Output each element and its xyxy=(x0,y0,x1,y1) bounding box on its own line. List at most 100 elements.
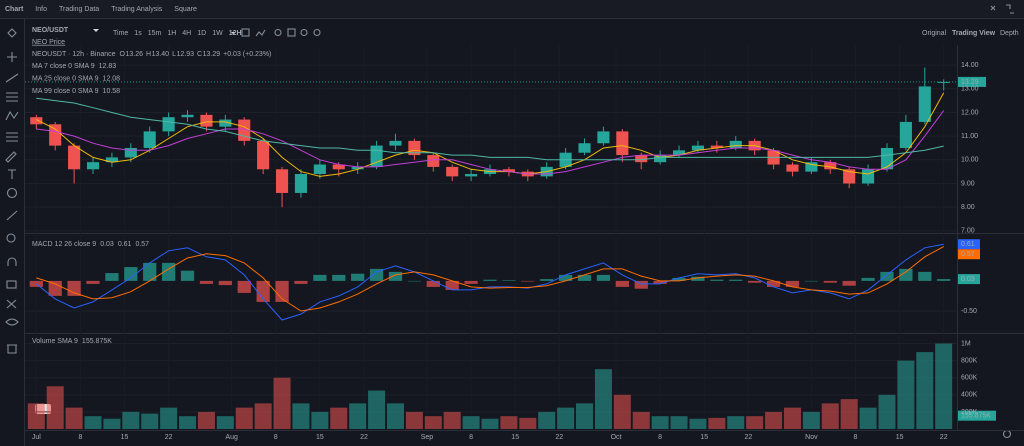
nav-tab[interactable]: Square xyxy=(174,6,197,13)
candle-body xyxy=(124,147,137,158)
candle-body xyxy=(805,162,818,172)
view-option[interactable]: Trading View xyxy=(952,30,996,37)
candle-body xyxy=(313,164,326,175)
x-tick-label: Jul xyxy=(32,434,41,441)
macd-histogram-bar xyxy=(937,279,951,281)
symbol-subtitle[interactable]: NEO Price xyxy=(32,39,65,46)
interval[interactable]: 15m xyxy=(148,30,162,37)
candle-body xyxy=(502,169,515,172)
interval[interactable]: 1s xyxy=(134,30,142,37)
candle-body xyxy=(105,157,118,163)
icon-gear[interactable] xyxy=(313,28,321,37)
volume-bar xyxy=(651,416,669,429)
icon-pattern[interactable] xyxy=(5,110,19,121)
interval[interactable]: 12H xyxy=(229,30,242,37)
nav-tab[interactable]: Trading Analysis xyxy=(111,6,163,13)
volume-bar xyxy=(935,343,953,429)
icon-line[interactable] xyxy=(5,73,19,83)
icon-ruler[interactable] xyxy=(6,210,18,221)
legend-text: 0.61 xyxy=(118,241,132,248)
macd-histogram-bar xyxy=(275,280,289,302)
macd-histogram-bar xyxy=(464,280,478,284)
icon-settings-a[interactable] xyxy=(274,28,282,37)
legend-text: O xyxy=(120,51,126,58)
nav-tab[interactable]: Chart xyxy=(5,6,24,13)
x-tick-label: 22 xyxy=(744,434,752,441)
macd-histogram-bar xyxy=(899,268,913,281)
macd-histogram-bar xyxy=(691,276,705,281)
legend-text: 12.08 xyxy=(103,75,121,82)
icon-channel[interactable] xyxy=(6,92,18,102)
moving-average-line xyxy=(36,110,945,175)
candle-body xyxy=(597,131,610,144)
icon-candle-type[interactable] xyxy=(241,28,250,37)
candle-body xyxy=(30,117,43,125)
legend-text: +0.03 (+0.23%) xyxy=(223,51,271,58)
left-toolbar xyxy=(5,28,19,354)
icon-trash[interactable] xyxy=(7,344,17,354)
icon-brush[interactable] xyxy=(5,151,17,163)
volume-bar xyxy=(859,407,877,429)
candle-body xyxy=(691,145,704,151)
icon-layout[interactable] xyxy=(287,28,296,37)
interval-caret[interactable] xyxy=(231,32,235,34)
macd-histogram-bar xyxy=(445,280,459,290)
volume-bar xyxy=(160,407,178,429)
icon-indicators[interactable] xyxy=(255,29,266,37)
macd-value-box xyxy=(958,239,980,250)
candle-body xyxy=(578,143,591,153)
volume-sma-box xyxy=(958,410,996,421)
icon-fib[interactable] xyxy=(6,132,18,142)
volume-bar xyxy=(122,411,140,429)
icon-lock[interactable] xyxy=(6,280,17,289)
macd-histogram-bar xyxy=(842,280,856,286)
view-option[interactable]: Depth xyxy=(1000,30,1019,37)
icon-star[interactable] xyxy=(7,28,17,38)
legend-text: 12.93 xyxy=(177,51,195,58)
candle-body xyxy=(654,155,667,163)
macd-histogram-bar xyxy=(143,262,157,281)
icon-text[interactable] xyxy=(8,169,16,179)
interval[interactable]: 1W xyxy=(212,30,223,37)
interval[interactable]: 4H xyxy=(182,30,191,37)
macd-histogram-bar xyxy=(105,273,119,281)
x-tick-label: 22 xyxy=(940,434,948,441)
icon-emoji[interactable] xyxy=(6,187,18,199)
candle-body xyxy=(276,169,289,193)
icon-expand[interactable] xyxy=(1006,4,1014,14)
volume-bar xyxy=(765,411,783,429)
candle-body xyxy=(937,81,950,83)
candle-body xyxy=(862,169,875,184)
volume-bar xyxy=(103,418,121,429)
icon-collapse[interactable] xyxy=(990,5,996,11)
symbol-caret[interactable] xyxy=(93,29,99,32)
legend-text: MA 25 close 0 SMA 9 xyxy=(32,75,99,82)
icon-camera[interactable] xyxy=(300,28,308,37)
icon-zoom[interactable] xyxy=(6,233,16,243)
nav-tab[interactable]: Info xyxy=(35,6,47,13)
legend-text: 12.83 xyxy=(99,63,117,70)
legend-text: L xyxy=(172,51,176,58)
nav-tab[interactable]: Trading Data xyxy=(59,6,99,13)
legend-text: 155.875K xyxy=(82,338,112,345)
y-tick-label: -0.50 xyxy=(961,308,977,315)
volume-bar xyxy=(141,413,159,429)
legend-text: H xyxy=(146,51,151,58)
macd-histogram-bar xyxy=(710,279,724,281)
view-option[interactable]: Original xyxy=(922,30,947,37)
interval[interactable]: 1D xyxy=(197,30,206,37)
icon-crosshair[interactable] xyxy=(7,52,17,62)
interval[interactable]: Time xyxy=(113,30,128,37)
icon-magnet[interactable] xyxy=(7,257,17,266)
volume-bar xyxy=(576,403,594,429)
macd-histogram-bar xyxy=(559,274,573,281)
legend-text: NEOUSDT · 12h · Binance xyxy=(32,51,116,58)
x-tick-label: 22 xyxy=(165,434,173,441)
interval[interactable]: 1H xyxy=(167,30,176,37)
icon-eye[interactable] xyxy=(5,318,19,326)
macd-histogram-bar xyxy=(729,279,743,281)
symbol[interactable]: NEO/USDT xyxy=(32,27,69,34)
signal-line xyxy=(36,246,944,312)
icon-hide[interactable] xyxy=(6,299,17,309)
volume-bar xyxy=(46,386,64,429)
